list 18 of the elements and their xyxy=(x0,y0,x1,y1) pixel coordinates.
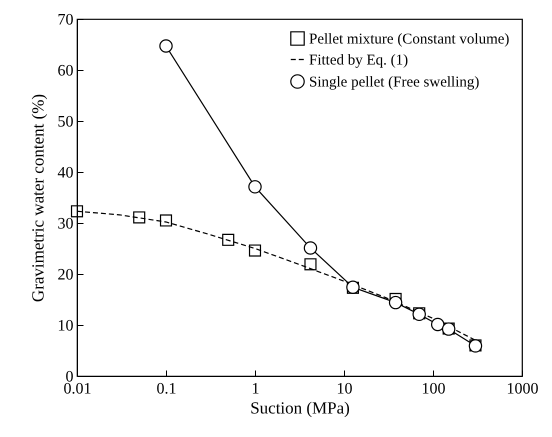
x-tick-label: 0.1 xyxy=(156,380,176,398)
y-tick-label: 30 xyxy=(58,216,74,232)
x-axis-title: Suction (MPa) xyxy=(250,398,350,418)
y-tick-label: 50 xyxy=(58,114,74,130)
y-axis-title: Gravimetric water content (%) xyxy=(28,94,48,302)
legend-label: Single pellet (Free swelling) xyxy=(309,74,480,90)
y-tick-label: 40 xyxy=(58,164,74,182)
x-tick-label: 1000 xyxy=(506,380,538,398)
legend-label: Pellet mixture (Constant volume) xyxy=(309,32,510,48)
y-tick-label: 10 xyxy=(58,318,74,334)
y-tick-label: 60 xyxy=(58,62,74,80)
y-tick-label: 70 xyxy=(58,12,74,28)
x-tick-label: 0.01 xyxy=(64,380,92,398)
y-tick-label: 20 xyxy=(58,266,74,284)
x-tick-label: 1 xyxy=(252,380,260,398)
legend-label: Fitted by Eq. (1) xyxy=(309,52,408,68)
x-tick-label: 10 xyxy=(336,380,352,398)
x-tick-label: 100 xyxy=(422,380,446,398)
